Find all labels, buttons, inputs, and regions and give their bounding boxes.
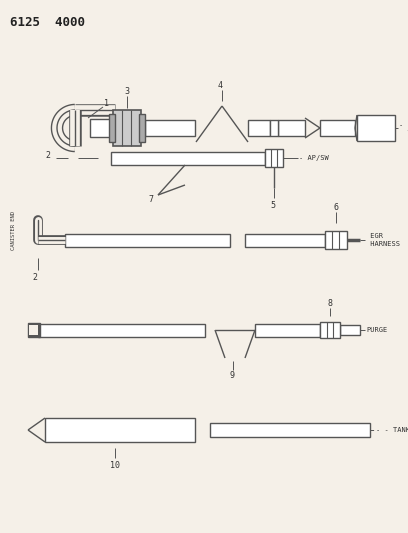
Bar bbox=[210, 423, 370, 437]
Bar bbox=[325, 231, 347, 249]
Text: VENT: VENT bbox=[399, 130, 408, 136]
Bar bbox=[111, 151, 265, 165]
Text: 6125  4000: 6125 4000 bbox=[10, 16, 85, 29]
Bar bbox=[357, 115, 395, 141]
Bar bbox=[265, 149, 283, 167]
Text: - - TANK VENT: - - TANK VENT bbox=[376, 427, 408, 433]
Text: 2: 2 bbox=[32, 273, 37, 282]
Bar bbox=[270, 120, 278, 136]
Bar bbox=[278, 120, 305, 136]
Bar bbox=[248, 120, 270, 136]
Bar bbox=[38, 324, 205, 336]
Text: 9: 9 bbox=[229, 372, 234, 381]
Text: - AP/SW: - AP/SW bbox=[299, 155, 329, 161]
Bar bbox=[320, 120, 355, 136]
Text: 8: 8 bbox=[327, 300, 332, 309]
Bar bbox=[145, 120, 195, 136]
Text: 4: 4 bbox=[218, 82, 223, 91]
Bar bbox=[113, 110, 141, 146]
Text: HARNESS: HARNESS bbox=[366, 241, 400, 247]
Text: EGR: EGR bbox=[366, 233, 383, 239]
Text: 3: 3 bbox=[124, 87, 129, 96]
Text: 10: 10 bbox=[110, 462, 120, 471]
Text: 1: 1 bbox=[104, 100, 109, 109]
Text: PURGE: PURGE bbox=[366, 327, 387, 333]
Bar bbox=[90, 119, 113, 137]
Bar bbox=[28, 323, 40, 337]
Text: 2: 2 bbox=[45, 151, 50, 160]
Bar bbox=[65, 233, 230, 246]
Bar bbox=[139, 114, 145, 142]
Bar bbox=[255, 324, 320, 336]
Bar bbox=[45, 418, 195, 442]
Text: CANISTER END: CANISTER END bbox=[11, 211, 16, 249]
Text: 5: 5 bbox=[270, 201, 275, 211]
Bar bbox=[29, 325, 38, 335]
Bar bbox=[340, 325, 360, 335]
Text: - BOWL: - BOWL bbox=[399, 122, 408, 128]
Bar bbox=[109, 114, 115, 142]
Text: 6: 6 bbox=[333, 204, 338, 213]
Bar bbox=[245, 233, 325, 246]
Bar bbox=[320, 322, 340, 338]
Text: 7: 7 bbox=[148, 196, 153, 205]
